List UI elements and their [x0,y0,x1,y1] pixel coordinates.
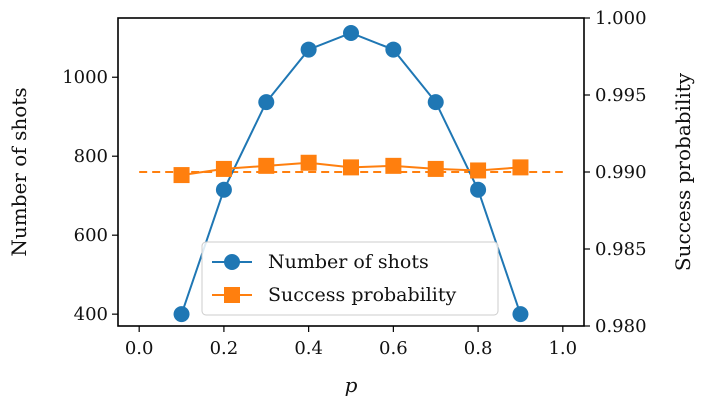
shots-data-point [427,94,444,111]
legend-shots-label: Number of shots [268,251,429,273]
legend-box [201,241,499,316]
y-right-tick-label: 1.000 [595,8,647,29]
success-data-point [512,159,529,176]
x-tick-label: 0.2 [210,338,239,359]
legend: Number of shots Success probability [201,241,499,316]
success-data-point [258,157,275,174]
y-left-tick-label: 400 [74,304,108,325]
shots-data-point [385,41,402,58]
success-data-point [215,160,232,177]
shots-data-point [300,41,317,58]
x-tick-label: 0.4 [294,338,323,359]
success-data-point [300,154,317,171]
success-data-point [385,157,402,174]
x-tick-label: 0.8 [464,338,493,359]
y-right-tick-label: 0.985 [595,239,647,260]
y-left-tick-label: 800 [74,146,108,167]
y-right-tick-label: 0.995 [595,85,647,106]
shots-data-point [173,306,190,323]
y-axis-right-label: Success probability [671,72,695,271]
shots-data-point [343,25,359,42]
success-data-point [343,159,359,176]
legend-shots-marker [224,254,240,270]
shots-data-point [258,94,275,111]
x-axis-label: p [345,373,358,397]
y-right-tick-label: 0.980 [595,316,647,337]
y-axis-left-label: Number of shots [7,87,31,256]
legend-entry-shots: Number of shots [212,251,429,273]
x-tick-label: 1.0 [548,338,577,359]
legend-entry-success: Success probability [212,284,457,306]
x-tick-label: 0.6 [379,338,408,359]
success-data-point [173,167,190,184]
shots-data-point [512,306,529,323]
x-tick-label: 0.0 [125,338,154,359]
legend-success-marker [224,287,240,303]
legend-success-label: Success probability [268,284,457,306]
success-data-point [427,160,444,177]
y-right-tick-label: 0.990 [595,162,647,183]
y-left-tick-label: 600 [74,225,108,246]
shots-data-point [215,181,232,198]
shots-data-point [470,181,487,198]
y-left-tick-label: 1000 [62,67,108,88]
success-data-point [470,162,487,179]
